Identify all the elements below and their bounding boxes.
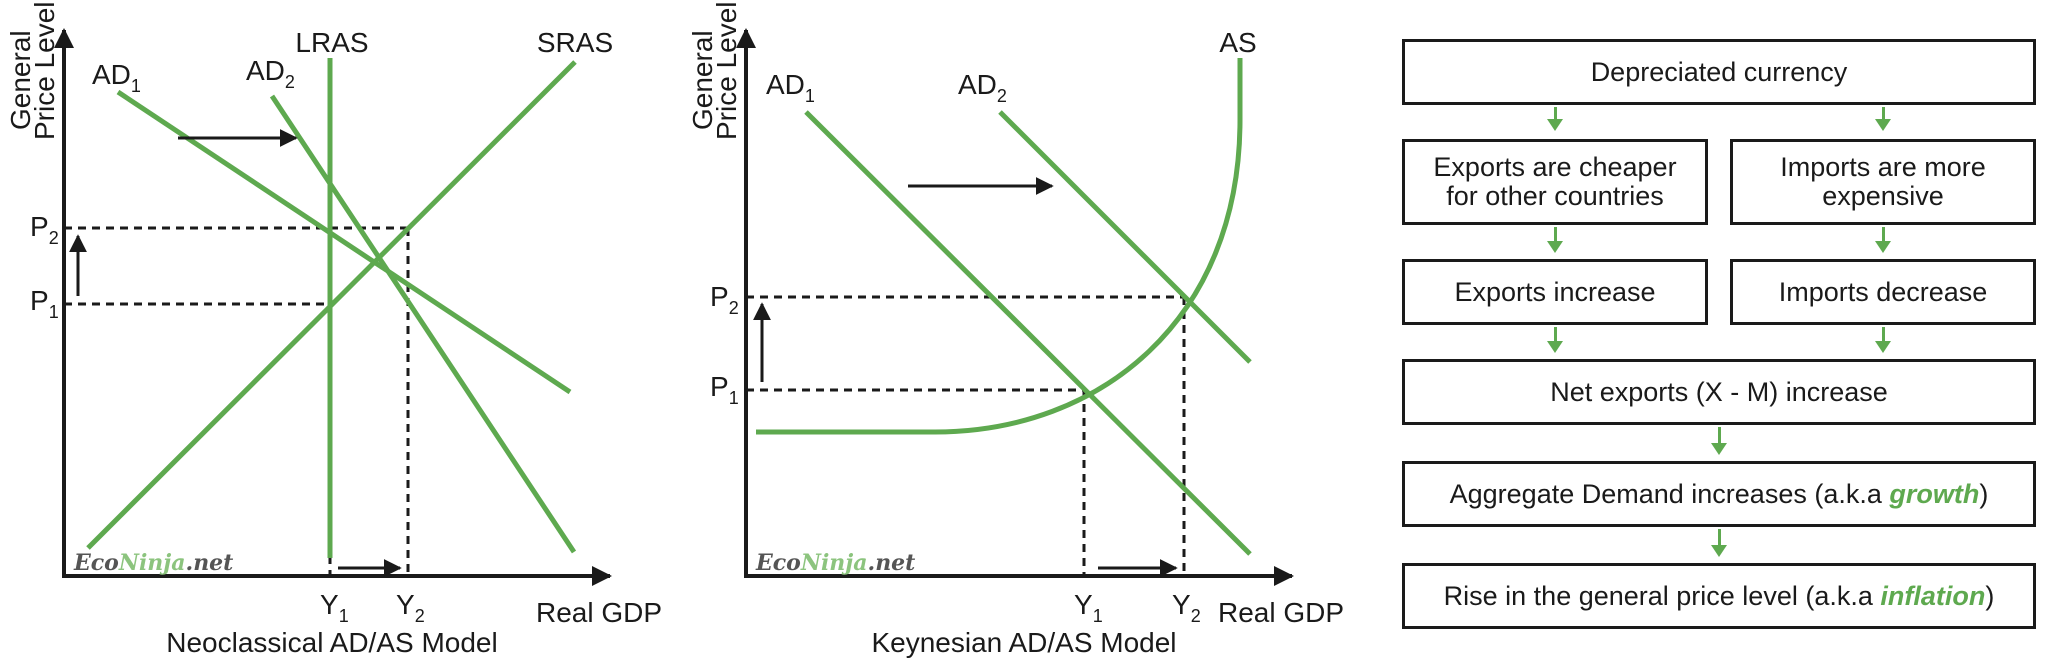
neo-ad1-label: AD1 xyxy=(92,59,141,96)
neoclassical-model: General Price Level Real GDP Neoclassica… xyxy=(5,1,662,658)
flow-text-net-exports: Net exports (X - M) increase xyxy=(1550,376,1888,407)
key-ad1-label: AD1 xyxy=(766,69,815,106)
flow-box-net-exports: Net exports (X - M) increase xyxy=(1402,359,2036,425)
flow-box-imports-decrease: Imports decrease xyxy=(1730,259,2036,325)
flow-box-imports-expensive: Imports are more expensive xyxy=(1730,139,2036,225)
neo-y2-label: Y2 xyxy=(396,589,425,626)
flow-box-exports-cheaper: Exports are cheaper for other countries xyxy=(1402,139,1708,225)
flow-box-exports-increase: Exports increase xyxy=(1402,259,1708,325)
key-p2-label: P2 xyxy=(710,281,739,318)
key-ad2-label: AD2 xyxy=(958,69,1007,106)
key-y1-label: Y1 xyxy=(1074,589,1103,626)
flow-box-aggregate-demand: Aggregate Demand increases (a.k.a growth… xyxy=(1402,461,2036,527)
neo-caption: Neoclassical AD/AS Model xyxy=(166,627,497,658)
key-caption: Keynesian AD/AS Model xyxy=(871,627,1176,658)
key-as-label: AS xyxy=(1219,27,1256,58)
neo-y1-label: Y1 xyxy=(320,589,349,626)
neo-p2-label: P2 xyxy=(30,211,59,248)
key-guide-lines xyxy=(746,295,1186,576)
neo-sras-curve xyxy=(86,60,577,550)
flow-text-imports-decrease: Imports decrease xyxy=(1778,276,1988,307)
key-p1-label: P1 xyxy=(710,371,739,408)
key-y-axis-label-line2: Price Level xyxy=(711,1,742,140)
neo-sras-label: SRAS xyxy=(537,27,613,58)
flow-text-exports-increase: Exports increase xyxy=(1454,276,1656,307)
flow-text-exports-cheaper: Exports are cheaper for other countries xyxy=(1433,152,1677,211)
key-as-curve xyxy=(756,58,1243,435)
neo-ad2-curve xyxy=(269,94,577,554)
neo-brand-watermark: EcoNinja.net xyxy=(73,550,233,576)
key-ad2-curve xyxy=(998,110,1252,364)
flow-text-price-level: Rise in the general price level (a.k.a i… xyxy=(1443,580,1995,611)
neo-lras-label: LRAS xyxy=(295,27,368,58)
neo-ad1-curve xyxy=(116,89,572,395)
keynesian-model: General Price Level Real GDP Keynesian A… xyxy=(687,1,1344,658)
key-y2-label: Y2 xyxy=(1172,589,1201,626)
flow-text-imports-expensive: Imports are more expensive xyxy=(1780,152,1986,211)
key-ad1-curve xyxy=(804,110,1252,556)
neo-y-axis-label-line2: Price Level xyxy=(29,1,60,140)
neo-p1-label: P1 xyxy=(30,285,59,322)
key-brand-watermark: EcoNinja.net xyxy=(755,550,915,576)
neo-x-axis-label: Real GDP xyxy=(536,597,662,628)
neo-y-axis-label-line1: General xyxy=(5,30,36,130)
key-y-axis-label-line1: General xyxy=(687,30,718,130)
neo-ad2-label: AD2 xyxy=(246,55,295,92)
flow-text-aggregate-demand: Aggregate Demand increases (a.k.a growth… xyxy=(1449,478,1989,509)
flow-box-price-level: Rise in the general price level (a.k.a i… xyxy=(1402,563,2036,629)
flow-box-depreciated-currency: Depreciated currency xyxy=(1402,39,2036,105)
key-x-axis-label: Real GDP xyxy=(1218,597,1344,628)
flow-text-depreciated-currency: Depreciated currency xyxy=(1590,56,1848,87)
